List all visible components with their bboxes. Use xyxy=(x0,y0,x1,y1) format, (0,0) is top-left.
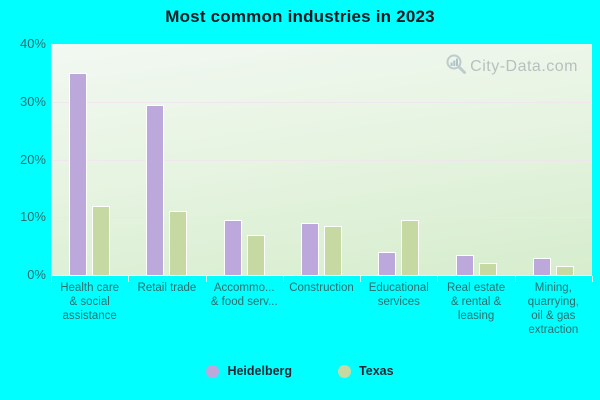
x-axis-category-label: Construction xyxy=(283,281,360,295)
watermark: City-Data.com xyxy=(445,53,578,80)
bar-texas-4 xyxy=(323,225,342,275)
legend-swatch-icon xyxy=(338,364,352,378)
bar-texas-1 xyxy=(92,205,111,275)
y-axis-tick-label: 10% xyxy=(19,209,46,225)
y-axis-tick-label: 40% xyxy=(19,36,46,51)
bar-heidelberg-2 xyxy=(146,104,165,275)
legend-label: Texas xyxy=(359,364,394,378)
bar-group xyxy=(128,44,205,275)
plot-area: City-Data.com xyxy=(51,44,592,276)
legend-label: Heidelberg xyxy=(227,364,293,378)
bar-texas-3 xyxy=(246,234,265,275)
bar-group xyxy=(360,44,437,275)
bar-heidelberg-6 xyxy=(455,254,474,275)
bar-heidelberg-3 xyxy=(223,220,242,275)
x-axis-label-line: Construction xyxy=(289,282,354,294)
bar-texas-5 xyxy=(401,220,420,275)
x-axis-category-label: Mining, quarrying, oil & gas extraction xyxy=(515,281,592,337)
x-axis-tick xyxy=(437,276,439,282)
bar-group xyxy=(283,44,360,275)
x-axis-tick xyxy=(514,276,516,282)
gridline xyxy=(51,159,592,161)
x-axis-label-line: Real estate xyxy=(446,282,506,294)
x-axis-tick xyxy=(282,276,284,282)
legend-swatch-icon xyxy=(206,364,220,378)
bar-group xyxy=(206,44,283,275)
x-axis-tick xyxy=(205,276,207,282)
y-axis-tick-label: 30% xyxy=(19,93,46,109)
bar-heidelberg-4 xyxy=(300,223,319,275)
x-axis-category-label: Educational services xyxy=(360,281,437,309)
bar-heidelberg-5 xyxy=(378,251,397,275)
bar-group xyxy=(515,44,592,275)
x-axis-label-line: Educational xyxy=(368,282,429,294)
x-axis-category-label: Accommo... & food serv... xyxy=(206,281,283,309)
gridline xyxy=(51,101,592,103)
bar-group xyxy=(437,44,514,275)
x-axis-tick xyxy=(51,276,52,282)
bar-heidelberg-7 xyxy=(532,257,551,275)
x-axis-tick xyxy=(360,276,362,282)
x-axis-label-line: extraction xyxy=(528,324,579,336)
legend: Heidelberg Texas xyxy=(0,364,600,378)
chart-title: Most common industries in 2023 xyxy=(165,7,435,26)
bar-group xyxy=(51,44,128,275)
x-axis-label-line: quarrying, xyxy=(527,296,579,308)
x-axis-tick xyxy=(128,276,130,282)
legend-item-texas: Texas xyxy=(338,364,394,378)
x-axis-label-line: services xyxy=(377,296,420,308)
gridline xyxy=(51,217,592,219)
x-axis-category-label: Health care & social assistance xyxy=(51,281,128,323)
x-axis-label-line: oil & gas xyxy=(531,310,576,322)
magnifier-chart-icon xyxy=(445,53,467,80)
x-axis-label-line: Retail trade xyxy=(137,282,197,294)
x-axis-label-line: Accommo... xyxy=(213,282,275,294)
x-axis-label-line: assistance xyxy=(62,310,117,322)
y-axis-tick-label: 20% xyxy=(19,151,46,167)
x-axis-category-label: Retail trade xyxy=(128,281,205,295)
x-axis-label-line: leasing xyxy=(457,310,495,322)
x-axis-tick xyxy=(592,276,593,282)
bar-heidelberg-1 xyxy=(69,72,88,275)
legend-item-heidelberg: Heidelberg xyxy=(206,364,292,378)
x-axis-label-line: Health care xyxy=(60,282,120,294)
x-axis-label-line: & rental & xyxy=(450,296,502,308)
x-axis-label-line: Mining, xyxy=(534,282,572,294)
bar-texas-7 xyxy=(555,266,574,275)
x-axis-label-line: & food serv... xyxy=(210,296,278,308)
y-axis-tick-label: 0% xyxy=(27,267,46,282)
x-axis-category-label: Real estate & rental & leasing xyxy=(437,281,514,323)
watermark-text: City-Data.com xyxy=(470,57,578,75)
x-axis-label-line: & social xyxy=(69,296,110,308)
bar-texas-6 xyxy=(478,263,497,275)
bar-texas-2 xyxy=(169,211,188,275)
